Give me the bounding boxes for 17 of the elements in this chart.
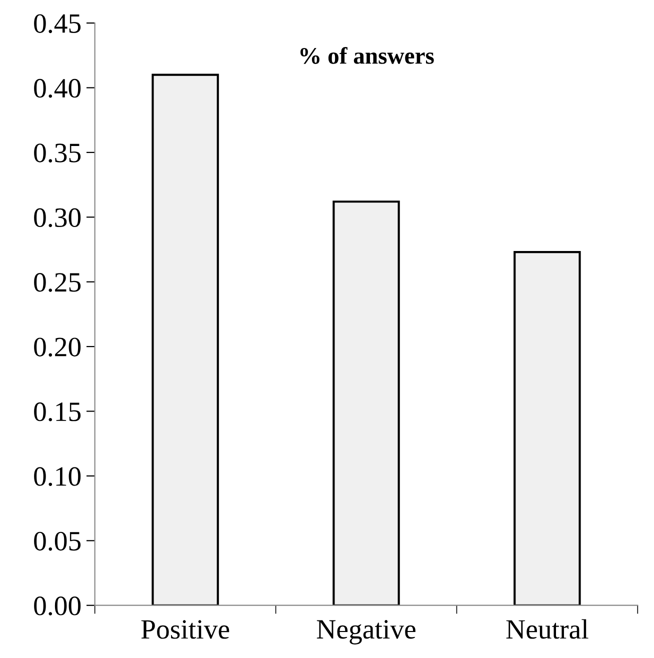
y-tick-label: 0.40 [34,78,81,98]
text: % of answers [300,47,434,64]
y-tick-label: 0.20 [34,338,81,357]
x-tick-label: Positive [141,620,230,639]
bar [152,74,219,606]
y-tick-label: 0.30 [34,208,81,228]
y-tick-label: 0.25 [34,273,81,292]
y-tick-label: 0.05 [34,532,81,551]
bar [514,251,581,606]
y-tick-label: 0.10 [34,467,81,486]
bar [332,200,400,606]
y-tick-label: 0.00 [34,596,81,616]
y-tick-label: 0.15 [34,402,81,422]
x-tick-label: Negative [316,620,416,644]
y-tick-label: 0.35 [34,144,81,162]
x-tick-label: Neutral [506,619,588,639]
y-tick-label: 0.45 [34,14,81,34]
